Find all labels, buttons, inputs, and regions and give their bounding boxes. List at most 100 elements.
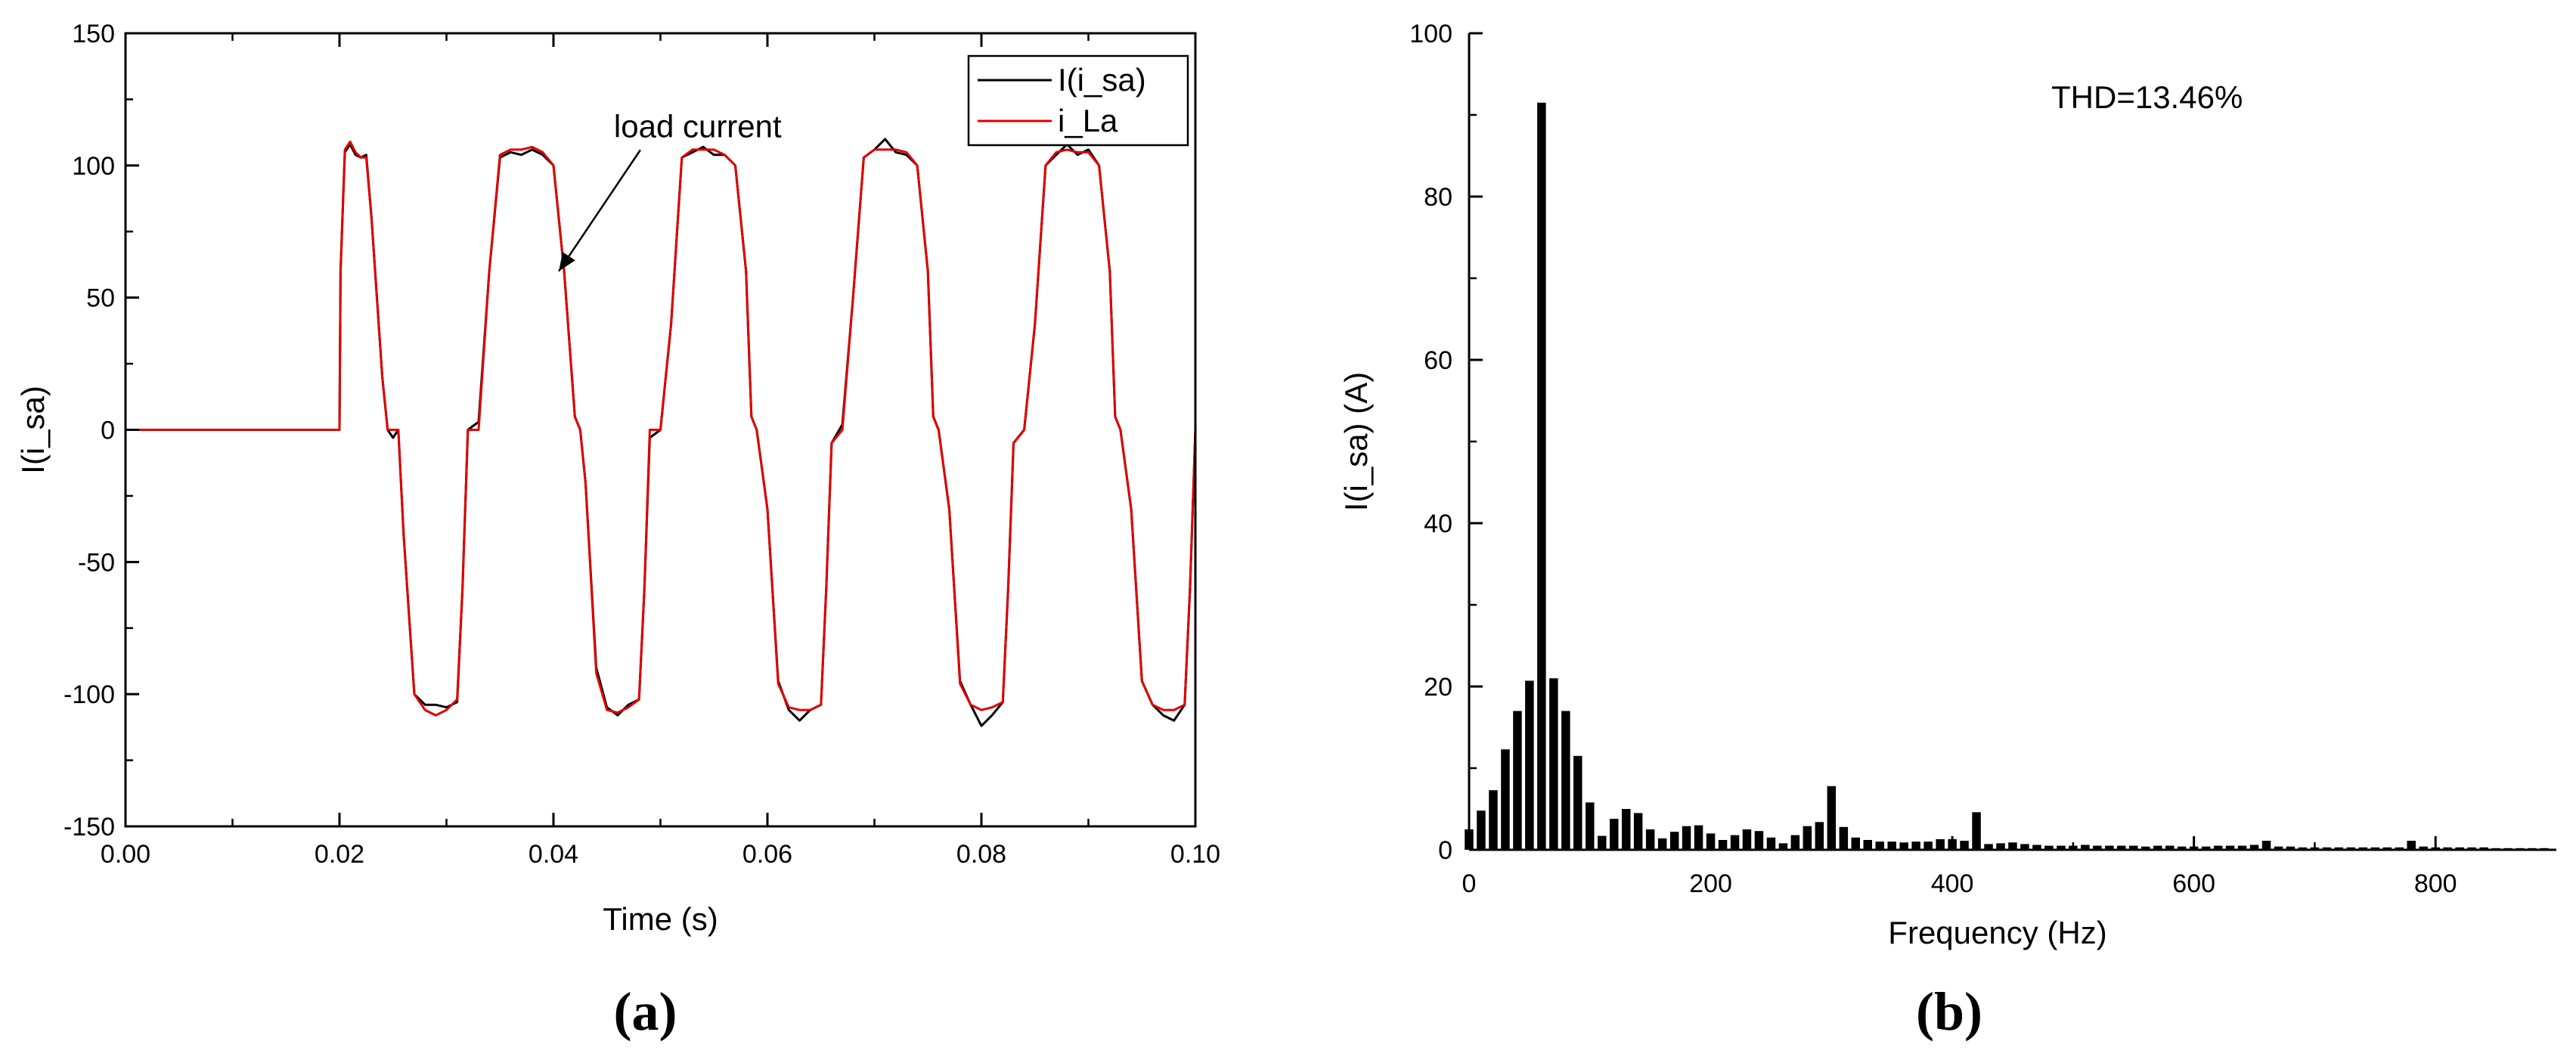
chart-b-x-tick-label: 200 [1689,869,1732,898]
chart-b-bar [2225,845,2235,850]
chart-b-bar [1960,841,1969,850]
chart-b-bar [2358,847,2368,850]
chart-b-bar [2117,845,2126,850]
chart-b-bar [1610,819,1619,850]
chart-b-bar [1827,786,1837,850]
chart-b-panel-label: (b) [1916,981,1982,1042]
chart-b-bar [2407,841,2416,850]
chart-b-bar [2467,847,2476,850]
chart-a-y-tick-label: 50 [86,284,115,313]
chart-a-y-tick-label: 150 [72,20,115,48]
chart-b-bar [2286,846,2295,850]
chart-b-bar [2443,847,2452,850]
chart-b-bar [1694,825,1703,850]
chart-b-y-tick-label: 20 [1424,673,1452,702]
chart-b-bar [2201,846,2211,850]
chart-a-legend-label-0: I(i_sa) [1058,62,1146,98]
chart-b-bar [1899,842,1908,850]
chart-b-bar [1754,831,1764,850]
chart-b-bar [1742,829,1752,850]
chart-b-bar [2044,845,2054,850]
chart-b-bar [2165,845,2175,850]
chart-a-x-tick-label: 0.08 [956,840,1006,869]
chart-b-y-axis-title: I(i_sa) (A) [1338,372,1374,511]
chart-b-bar [2334,847,2344,850]
chart-b-bar [2274,846,2283,850]
chart-a-x-tick-label: 0.06 [742,840,792,869]
chart-b-bar [1984,844,1993,850]
chart-b-bar [1525,680,1534,850]
chart-b-bar [1996,843,2005,850]
chart-b-bar [2057,845,2066,850]
chart-b-bar [1923,841,1933,850]
chart-b-bar [2213,845,2223,850]
chart-b-bar [1839,826,1849,850]
chart-a-legend: I(i_sa) i_La [967,54,1189,147]
chart-b-y-tick-label: 0 [1438,836,1452,865]
chart-a-x-axis-title: Time (s) [603,901,718,937]
chart-a-y-tick-label: -150 [64,813,115,841]
chart-a-annotation-arrow [558,149,641,272]
chart-b-x-tick-label: 400 [1931,869,1974,898]
chart-a-ticks: 0.00 0.02 0.04 0.06 0.08 0.10 -150 -100 -50 0 50 10… [64,20,1220,869]
chart-b-bar [1633,813,1643,850]
chart-a-x-tick-label: 0.04 [529,840,578,869]
chart-b-bar [1863,840,1872,850]
chart-b-y-tick-label: 100 [1409,20,1452,48]
chart-b-bar [1887,841,1896,850]
chart-b-bar [1730,835,1740,850]
chart-panel-b: 0 200 400 600 800 0 20 40 60 80 100 THD=13.46% Fre… [1338,20,2556,1042]
chart-b-bar [1622,809,1631,850]
chart-b-bar [2322,847,2332,850]
chart-b-y-tick-label: 80 [1424,183,1452,212]
chart-b-bar [1766,837,1776,850]
chart-b-bar [2298,847,2308,850]
chart-b-bar [1537,102,1546,851]
chart-b-bar [1778,843,1788,850]
chart-b-bar [1803,826,1812,850]
chart-b-bar [2249,845,2259,850]
chart-b-bar [2455,847,2464,850]
chart-b-bar [2370,847,2380,850]
chart-a-y-tick-label: 100 [72,152,115,181]
chart-b-bar [2141,846,2150,850]
chart-b-bar [2382,847,2392,850]
chart-a-legend-label-1: i_La [1058,103,1118,138]
chart-a-series-line-1 [126,140,1197,717]
chart-b-bar [2032,845,2041,850]
chart-b-bar [2093,845,2102,850]
chart-b-bar [2395,847,2404,850]
chart-a-legend-box [967,54,1189,147]
chart-a-y-tick-label: -50 [78,548,115,577]
chart-b-thd-annotation: THD=13.46% [2051,79,2243,115]
chart-b-bar [1911,841,1920,850]
chart-b-bar [1972,812,1981,850]
chart-b-bar [1549,678,1558,850]
chart-b-bar [2261,841,2271,850]
chart-b-bar [1598,835,1607,850]
chart-b-bar [2419,846,2428,850]
chart-b-bar [2081,845,2090,850]
chart-b-bar [2105,845,2114,850]
chart-b-bar [1573,755,1582,850]
chart-b-bar [1561,711,1570,850]
chart-b-bar [1815,822,1824,850]
chart-b-x-axis-title: Frequency (Hz) [1888,915,2106,950]
chart-a-y-tick-label: -100 [64,680,115,709]
chart-a-series-group [126,138,1197,727]
chart-a-y-tick-label: 0 [101,417,115,445]
chart-b-bar [1477,810,1486,850]
chart-b-y-tick-label: 60 [1424,346,1452,375]
chart-a-panel-label: (a) [614,981,677,1042]
chart-b-bar [2153,845,2162,850]
chart-a-y-axis-title: I(i_sa) [15,386,51,474]
chart-b-bar [2346,847,2356,850]
chart-b-bar [2129,845,2138,850]
chart-b-bar [1718,840,1728,850]
chart-b-bar [1501,749,1510,850]
chart-b-bar [1936,839,1945,850]
chart-b-bar [1790,835,1800,850]
chart-a-annotation-text: load current [614,108,782,144]
